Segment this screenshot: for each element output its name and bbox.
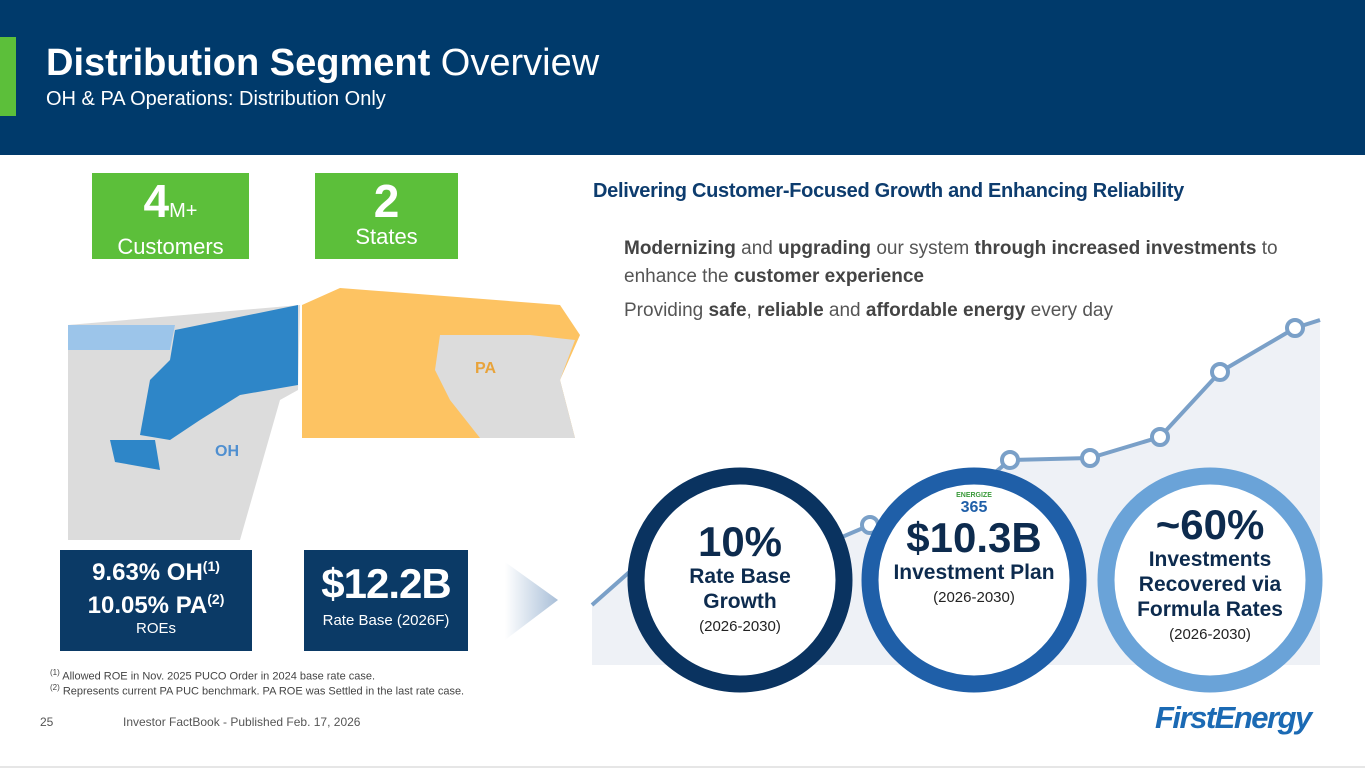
metric-ring bbox=[627, 467, 853, 693]
roe-box: 9.63% OH(1) 10.05% PA(2) ROEs bbox=[60, 550, 252, 651]
footnote-marker: (1) bbox=[50, 668, 60, 677]
metric-period: (2026-2030) bbox=[933, 589, 1015, 606]
section-heading: Delivering Customer-Focused Growth and E… bbox=[593, 180, 1184, 202]
metric-period: (2026-2030) bbox=[699, 618, 781, 635]
bullet: Modernizing and upgrading our system thr… bbox=[624, 235, 1314, 291]
stat-value: 4 bbox=[143, 175, 170, 227]
page-number: 25 bbox=[40, 715, 54, 729]
logo: FirstEnergy bbox=[1155, 700, 1312, 735]
map-label: PA bbox=[475, 360, 497, 377]
rate-base-label: Rate Base (2026F) bbox=[322, 612, 450, 629]
text: , bbox=[746, 300, 758, 321]
map-label: OH bbox=[215, 443, 239, 460]
title: Distribution Segment Overview bbox=[46, 42, 599, 85]
metric: ~60% Investments Recovered via Formula R… bbox=[1122, 501, 1298, 644]
roe-note: (1) bbox=[202, 558, 220, 574]
text: and bbox=[735, 238, 779, 259]
stat-unit: M+ bbox=[169, 200, 198, 222]
stat-label: Customers bbox=[117, 234, 224, 259]
metric-period: (2026-2030) bbox=[1169, 626, 1251, 643]
bold-text: affordable energy bbox=[865, 300, 1026, 321]
stat-box: 4M+ Customers bbox=[92, 173, 249, 259]
bullet: Providing safe, reliable and affordable … bbox=[624, 297, 1314, 325]
accent-bar bbox=[0, 37, 16, 116]
bold-text: through increased investments bbox=[974, 238, 1257, 259]
subtitle: OH & PA Operations: Distribution Only bbox=[46, 88, 386, 110]
metric: 10% Rate Base Growth (2026-2030) bbox=[652, 518, 828, 636]
roe-line: 9.63% OH(1) bbox=[60, 558, 252, 587]
rate-base-value: $12.2B bbox=[321, 560, 451, 607]
logo-bottom: 365 bbox=[960, 499, 988, 516]
roe-label: ROEs bbox=[135, 620, 176, 637]
rate-base-box: $12.2B Rate Base (2026F) bbox=[304, 550, 468, 651]
roe-line: 10.05% PA(2) bbox=[60, 591, 252, 620]
metric: ENERGIZE 365 $10.3B Investment Plan (202… bbox=[886, 492, 1062, 606]
footnote-text: Represents current PA PUC benchmark. PA … bbox=[62, 685, 465, 698]
bold-text: Modernizing bbox=[624, 238, 736, 259]
bold-text: reliable bbox=[757, 300, 824, 321]
text: to enhance the bbox=[624, 238, 1278, 287]
ohio-region bbox=[140, 305, 298, 440]
footnote-marker: (2) bbox=[50, 683, 60, 692]
footnote: (2) Represents current PA PUC benchmark.… bbox=[50, 683, 464, 698]
stat-value-wrap: 4M+ bbox=[92, 177, 249, 235]
text: Providing bbox=[624, 300, 709, 321]
bold-text: customer experience bbox=[733, 266, 924, 287]
header-band bbox=[0, 0, 1365, 155]
ohio-region bbox=[68, 325, 175, 350]
stat-box: 2 States bbox=[315, 173, 458, 259]
text: every day bbox=[1025, 300, 1113, 321]
stat-label: States bbox=[355, 224, 418, 249]
ohio-region bbox=[110, 440, 160, 470]
bold-text: safe bbox=[708, 300, 747, 321]
roe-note: (2) bbox=[207, 591, 225, 607]
bold-text: upgrading bbox=[778, 238, 872, 259]
footnote: (1) Allowed ROE in Nov. 2025 PUCO Order … bbox=[50, 668, 375, 683]
roe-text: 9.63% OH bbox=[92, 559, 203, 586]
text: our system bbox=[871, 238, 975, 259]
metric-value: ~60% bbox=[1155, 501, 1265, 548]
logo-top: ENERGIZE bbox=[956, 492, 992, 499]
metric-ring bbox=[861, 467, 1087, 693]
metric-label: Investment Plan bbox=[893, 561, 1055, 584]
title-bold: Distribution Segment bbox=[46, 42, 431, 84]
arrow bbox=[505, 562, 558, 640]
text: and bbox=[823, 300, 866, 321]
metric-ring bbox=[1097, 467, 1323, 693]
pa-region bbox=[435, 335, 575, 438]
roe-text: 10.05% PA bbox=[87, 592, 208, 619]
stat-value: 2 bbox=[373, 175, 400, 227]
title-rest: Overview bbox=[440, 42, 600, 84]
footer-text: Investor FactBook - Published Feb. 17, 2… bbox=[123, 715, 361, 729]
metric-label: Rate Base Growth bbox=[689, 565, 791, 613]
metric-value: 10% bbox=[697, 518, 783, 565]
footnote-text: Allowed ROE in Nov. 2025 PUCO Order in 2… bbox=[62, 670, 376, 683]
metric-value: $10.3B bbox=[906, 514, 1042, 561]
metric-label: Investments Recovered via Formula Rates bbox=[1137, 548, 1283, 621]
